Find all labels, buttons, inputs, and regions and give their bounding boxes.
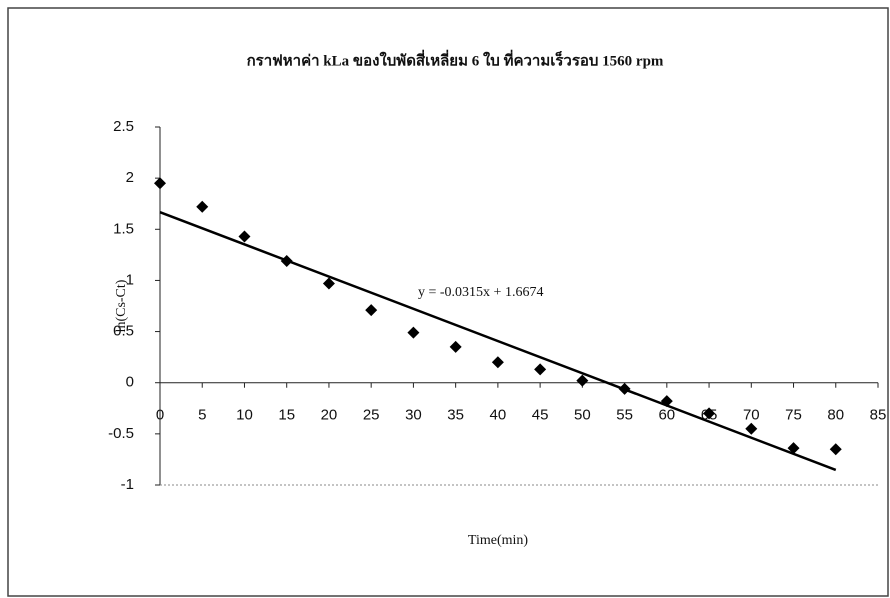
chart-frame xyxy=(7,7,889,597)
point xyxy=(154,177,166,190)
point xyxy=(322,277,335,290)
x-tick-label: 80 xyxy=(827,407,844,424)
point xyxy=(745,422,758,435)
x-tick-label: 35 xyxy=(447,407,464,424)
x-tick-label: 10 xyxy=(236,407,253,424)
x-tick-label: 60 xyxy=(658,407,675,424)
x-tick-label: 50 xyxy=(574,407,591,424)
x-tick-label: 85 xyxy=(870,407,887,424)
x-tick-label: 30 xyxy=(405,407,422,424)
point xyxy=(407,326,420,339)
x-tick-label: 15 xyxy=(278,407,295,424)
x-tick-label: 20 xyxy=(321,407,338,424)
point xyxy=(618,382,631,395)
x-axis-label: Time(min) xyxy=(468,533,528,548)
y-axis-label: ln(Cs-Ct) xyxy=(114,279,129,332)
x-tick-label: 5 xyxy=(198,407,206,424)
chart-title: กราฟหาค่า kLa ของใบพัดสี่เหลี่ยม 6 ใบ ที… xyxy=(247,49,664,69)
point xyxy=(280,254,293,267)
point xyxy=(238,230,251,243)
y-tick-label: -0.5 xyxy=(108,425,134,442)
x-tick-label: 0 xyxy=(156,407,164,424)
trendline xyxy=(159,210,837,472)
point xyxy=(576,374,589,387)
point xyxy=(703,407,716,420)
y-tick-label: -1 xyxy=(121,476,134,493)
point xyxy=(449,340,462,353)
x-tick-label: 70 xyxy=(743,407,760,424)
trendline-label: y = -0.0315x + 1.6674 xyxy=(418,285,543,300)
x-tick-label: 40 xyxy=(490,407,507,424)
point xyxy=(365,304,378,317)
y-tick-label: 1.5 xyxy=(113,220,134,237)
point xyxy=(660,395,673,408)
x-tick-label: 55 xyxy=(616,407,633,424)
point xyxy=(534,363,547,376)
y-tick-label: 0 xyxy=(126,374,134,391)
y-tick-label: 2.5 xyxy=(113,118,134,135)
y-tick-label: 2 xyxy=(126,169,134,186)
x-tick-label: 45 xyxy=(532,407,549,424)
y-tick-label: 0.5 xyxy=(113,323,134,340)
point xyxy=(491,356,504,369)
x-tick-label: 75 xyxy=(785,407,802,424)
point xyxy=(196,200,209,213)
point xyxy=(829,443,842,456)
y-tick-label: 1 xyxy=(126,271,134,288)
point xyxy=(787,442,800,455)
x-tick-label: 25 xyxy=(363,407,380,424)
